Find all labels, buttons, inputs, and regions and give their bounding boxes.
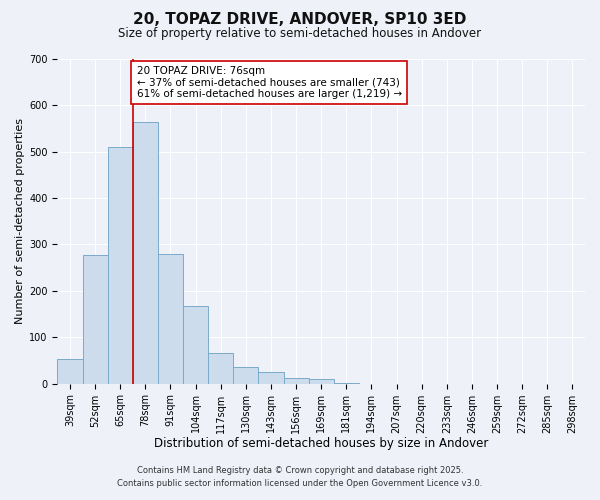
Bar [58,360,83,384]
Bar [233,368,259,384]
Bar [208,354,233,384]
Text: Size of property relative to semi-detached houses in Andover: Size of property relative to semi-detach… [118,28,482,40]
Bar [334,382,359,384]
Bar [83,254,107,384]
Bar [284,378,308,384]
Bar [158,254,183,384]
Text: 20 TOPAZ DRIVE: 76sqm
← 37% of semi-detached houses are smaller (743)
61% of sem: 20 TOPAZ DRIVE: 76sqm ← 37% of semi-deta… [137,66,401,99]
Bar [107,147,133,384]
X-axis label: Distribution of semi-detached houses by size in Andover: Distribution of semi-detached houses by … [154,437,488,450]
Text: 20, TOPAZ DRIVE, ANDOVER, SP10 3ED: 20, TOPAZ DRIVE, ANDOVER, SP10 3ED [133,12,467,28]
Bar [308,379,334,384]
Text: Contains HM Land Registry data © Crown copyright and database right 2025.
Contai: Contains HM Land Registry data © Crown c… [118,466,482,487]
Bar [133,122,158,384]
Y-axis label: Number of semi-detached properties: Number of semi-detached properties [15,118,25,324]
Bar [259,372,284,384]
Bar [183,306,208,384]
